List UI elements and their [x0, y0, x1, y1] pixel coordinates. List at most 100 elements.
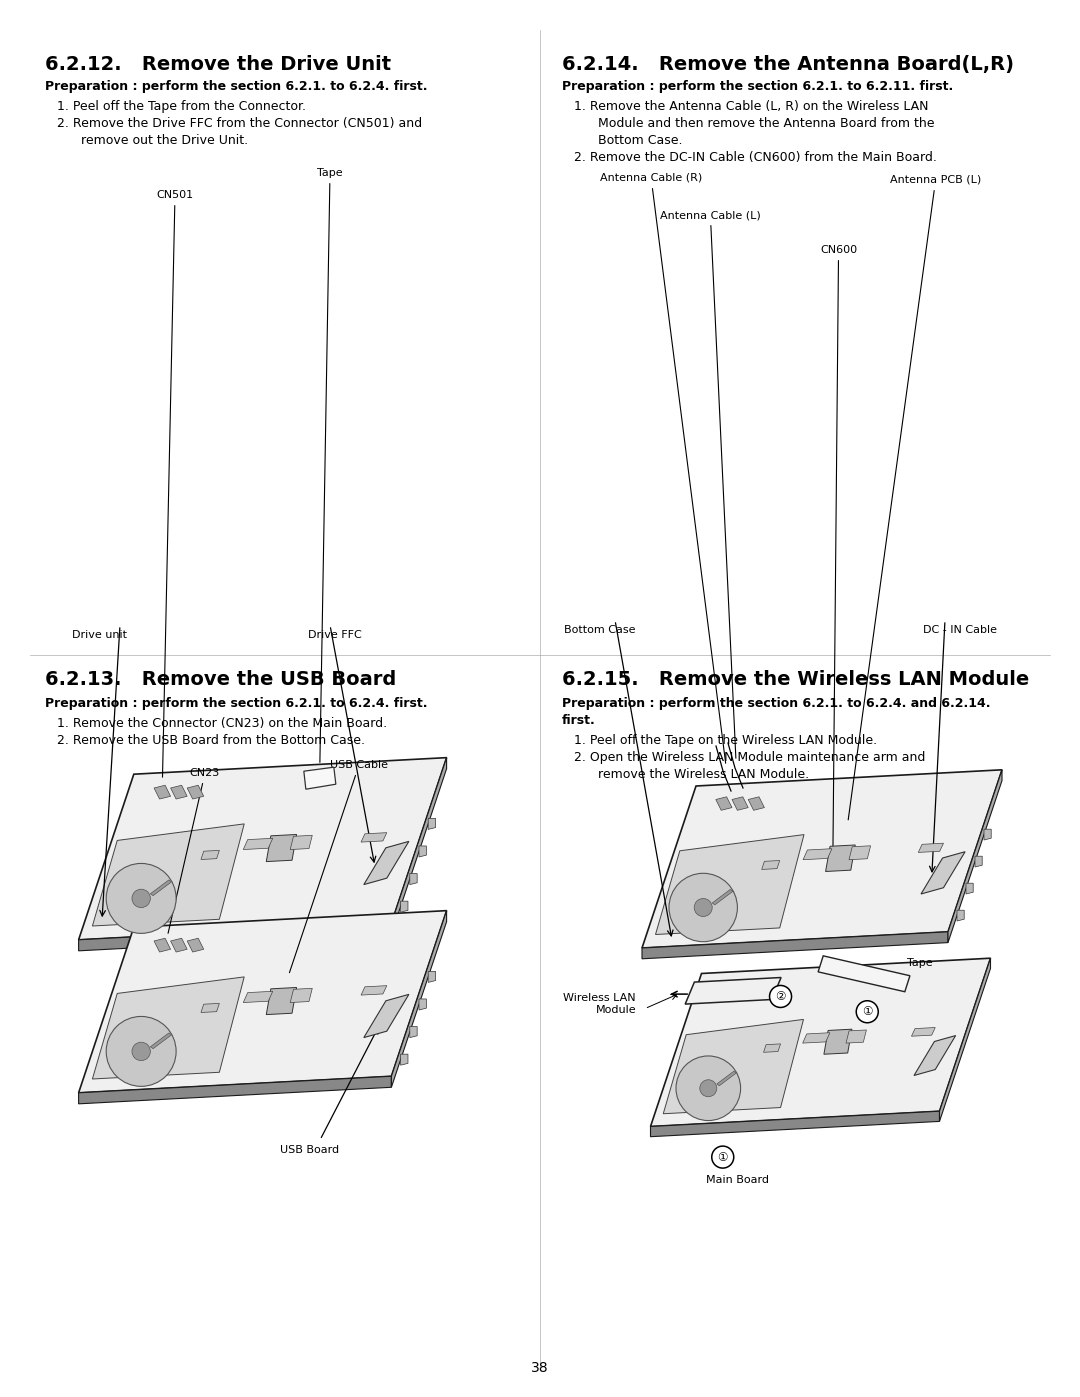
- Text: 6.2.12.   Remove the Drive Unit: 6.2.12. Remove the Drive Unit: [45, 54, 391, 74]
- Circle shape: [132, 1042, 150, 1060]
- Polygon shape: [735, 983, 751, 996]
- Polygon shape: [150, 1032, 172, 1049]
- Polygon shape: [201, 851, 219, 859]
- Polygon shape: [291, 835, 312, 849]
- Polygon shape: [802, 1032, 829, 1044]
- Polygon shape: [361, 833, 387, 842]
- Polygon shape: [948, 770, 1002, 943]
- Polygon shape: [764, 1044, 781, 1052]
- Polygon shape: [825, 845, 855, 872]
- Polygon shape: [391, 911, 447, 1087]
- Text: remove out the Drive Unit.: remove out the Drive Unit.: [69, 134, 248, 147]
- Text: ①: ①: [862, 1006, 873, 1018]
- Polygon shape: [751, 983, 766, 996]
- Polygon shape: [187, 939, 204, 951]
- Polygon shape: [409, 873, 417, 884]
- Polygon shape: [642, 932, 948, 958]
- Text: Main Board: Main Board: [706, 1175, 769, 1185]
- Polygon shape: [804, 849, 832, 859]
- Text: USB Board: USB Board: [281, 1146, 339, 1155]
- Text: Drive unit: Drive unit: [72, 630, 127, 640]
- Text: Preparation : perform the section 6.2.1. to 6.2.11. first.: Preparation : perform the section 6.2.1.…: [562, 80, 954, 94]
- Polygon shape: [401, 901, 408, 912]
- Circle shape: [856, 1000, 878, 1023]
- Text: Preparation : perform the section 6.2.1. to 6.2.4. and 6.2.14.: Preparation : perform the section 6.2.1.…: [562, 697, 990, 710]
- Text: 1. Peel off the Tape from the Connector.: 1. Peel off the Tape from the Connector.: [57, 101, 306, 113]
- Polygon shape: [748, 796, 765, 810]
- Polygon shape: [650, 1111, 940, 1137]
- Polygon shape: [361, 986, 387, 995]
- Circle shape: [694, 898, 712, 916]
- Circle shape: [712, 1146, 733, 1168]
- Polygon shape: [303, 767, 336, 789]
- Polygon shape: [93, 977, 244, 1078]
- Text: 2. Remove the DC-IN Cable (CN600) from the Main Board.: 2. Remove the DC-IN Cable (CN600) from t…: [573, 151, 936, 163]
- Polygon shape: [685, 978, 781, 1004]
- Polygon shape: [267, 988, 297, 1014]
- Text: USB Cable: USB Cable: [289, 760, 388, 972]
- Polygon shape: [267, 834, 297, 862]
- Text: 6.2.13.   Remove the USB Board: 6.2.13. Remove the USB Board: [45, 671, 396, 689]
- Circle shape: [676, 1056, 741, 1120]
- Polygon shape: [79, 1076, 391, 1104]
- Text: Bottom Case: Bottom Case: [564, 624, 636, 636]
- Polygon shape: [171, 785, 187, 799]
- Polygon shape: [720, 983, 735, 996]
- Polygon shape: [364, 841, 409, 884]
- Text: 1. Remove the Connector (CN23) on the Main Board.: 1. Remove the Connector (CN23) on the Ma…: [57, 717, 387, 731]
- Text: Antenna PCB (L): Antenna PCB (L): [848, 175, 982, 820]
- Polygon shape: [650, 958, 990, 1126]
- Polygon shape: [663, 1020, 804, 1113]
- Text: 1. Remove the Antenna Cable (L, R) on the Wireless LAN: 1. Remove the Antenna Cable (L, R) on th…: [573, 101, 929, 113]
- Polygon shape: [401, 1055, 408, 1065]
- Circle shape: [106, 1017, 176, 1087]
- Polygon shape: [243, 838, 273, 849]
- Polygon shape: [154, 785, 171, 799]
- Polygon shape: [419, 847, 427, 856]
- Circle shape: [106, 863, 176, 933]
- Text: Drive FFC: Drive FFC: [308, 630, 362, 640]
- Polygon shape: [642, 770, 1002, 949]
- Polygon shape: [824, 1030, 852, 1055]
- Polygon shape: [150, 880, 172, 895]
- Text: first.: first.: [562, 714, 596, 726]
- Text: 6.2.14.   Remove the Antenna Board(L,R): 6.2.14. Remove the Antenna Board(L,R): [562, 54, 1014, 74]
- Polygon shape: [409, 1027, 417, 1038]
- Polygon shape: [975, 856, 982, 868]
- Text: CN501: CN501: [157, 190, 193, 777]
- Polygon shape: [243, 992, 273, 1003]
- Circle shape: [770, 985, 792, 1007]
- Polygon shape: [201, 1003, 219, 1013]
- Text: DC - IN Cable: DC - IN Cable: [923, 624, 997, 636]
- Text: CN23: CN23: [168, 768, 220, 933]
- Polygon shape: [716, 796, 732, 810]
- Polygon shape: [428, 819, 435, 830]
- Text: Module and then remove the Antenna Board from the: Module and then remove the Antenna Board…: [586, 117, 934, 130]
- Polygon shape: [419, 999, 427, 1010]
- Polygon shape: [291, 988, 312, 1003]
- Polygon shape: [921, 852, 966, 894]
- Text: Antenna Cable (L): Antenna Cable (L): [660, 210, 760, 759]
- Text: ①: ①: [717, 1151, 728, 1164]
- Polygon shape: [984, 830, 991, 840]
- Polygon shape: [966, 883, 973, 894]
- Text: CN600: CN600: [820, 244, 858, 859]
- Polygon shape: [93, 824, 244, 926]
- Polygon shape: [364, 995, 409, 1038]
- Polygon shape: [187, 785, 204, 799]
- Polygon shape: [656, 834, 804, 935]
- Text: 1. Peel off the Tape on the Wireless LAN Module.: 1. Peel off the Tape on the Wireless LAN…: [573, 733, 877, 747]
- Text: 2. Remove the Drive FFC from the Connector (CN501) and: 2. Remove the Drive FFC from the Connect…: [57, 117, 422, 130]
- Polygon shape: [914, 1035, 956, 1076]
- Polygon shape: [79, 757, 447, 940]
- Polygon shape: [79, 923, 391, 951]
- Circle shape: [700, 1080, 717, 1097]
- Text: Preparation : perform the section 6.2.1. to 6.2.4. first.: Preparation : perform the section 6.2.1.…: [45, 80, 428, 94]
- Text: Wireless LAN
Module: Wireless LAN Module: [564, 993, 636, 1014]
- Text: Preparation : perform the section 6.2.1. to 6.2.4. first.: Preparation : perform the section 6.2.1.…: [45, 697, 428, 710]
- Text: Bottom Case.: Bottom Case.: [586, 134, 683, 147]
- Polygon shape: [428, 971, 435, 982]
- Polygon shape: [846, 1030, 866, 1044]
- Text: Tape: Tape: [907, 958, 933, 968]
- Polygon shape: [849, 845, 870, 859]
